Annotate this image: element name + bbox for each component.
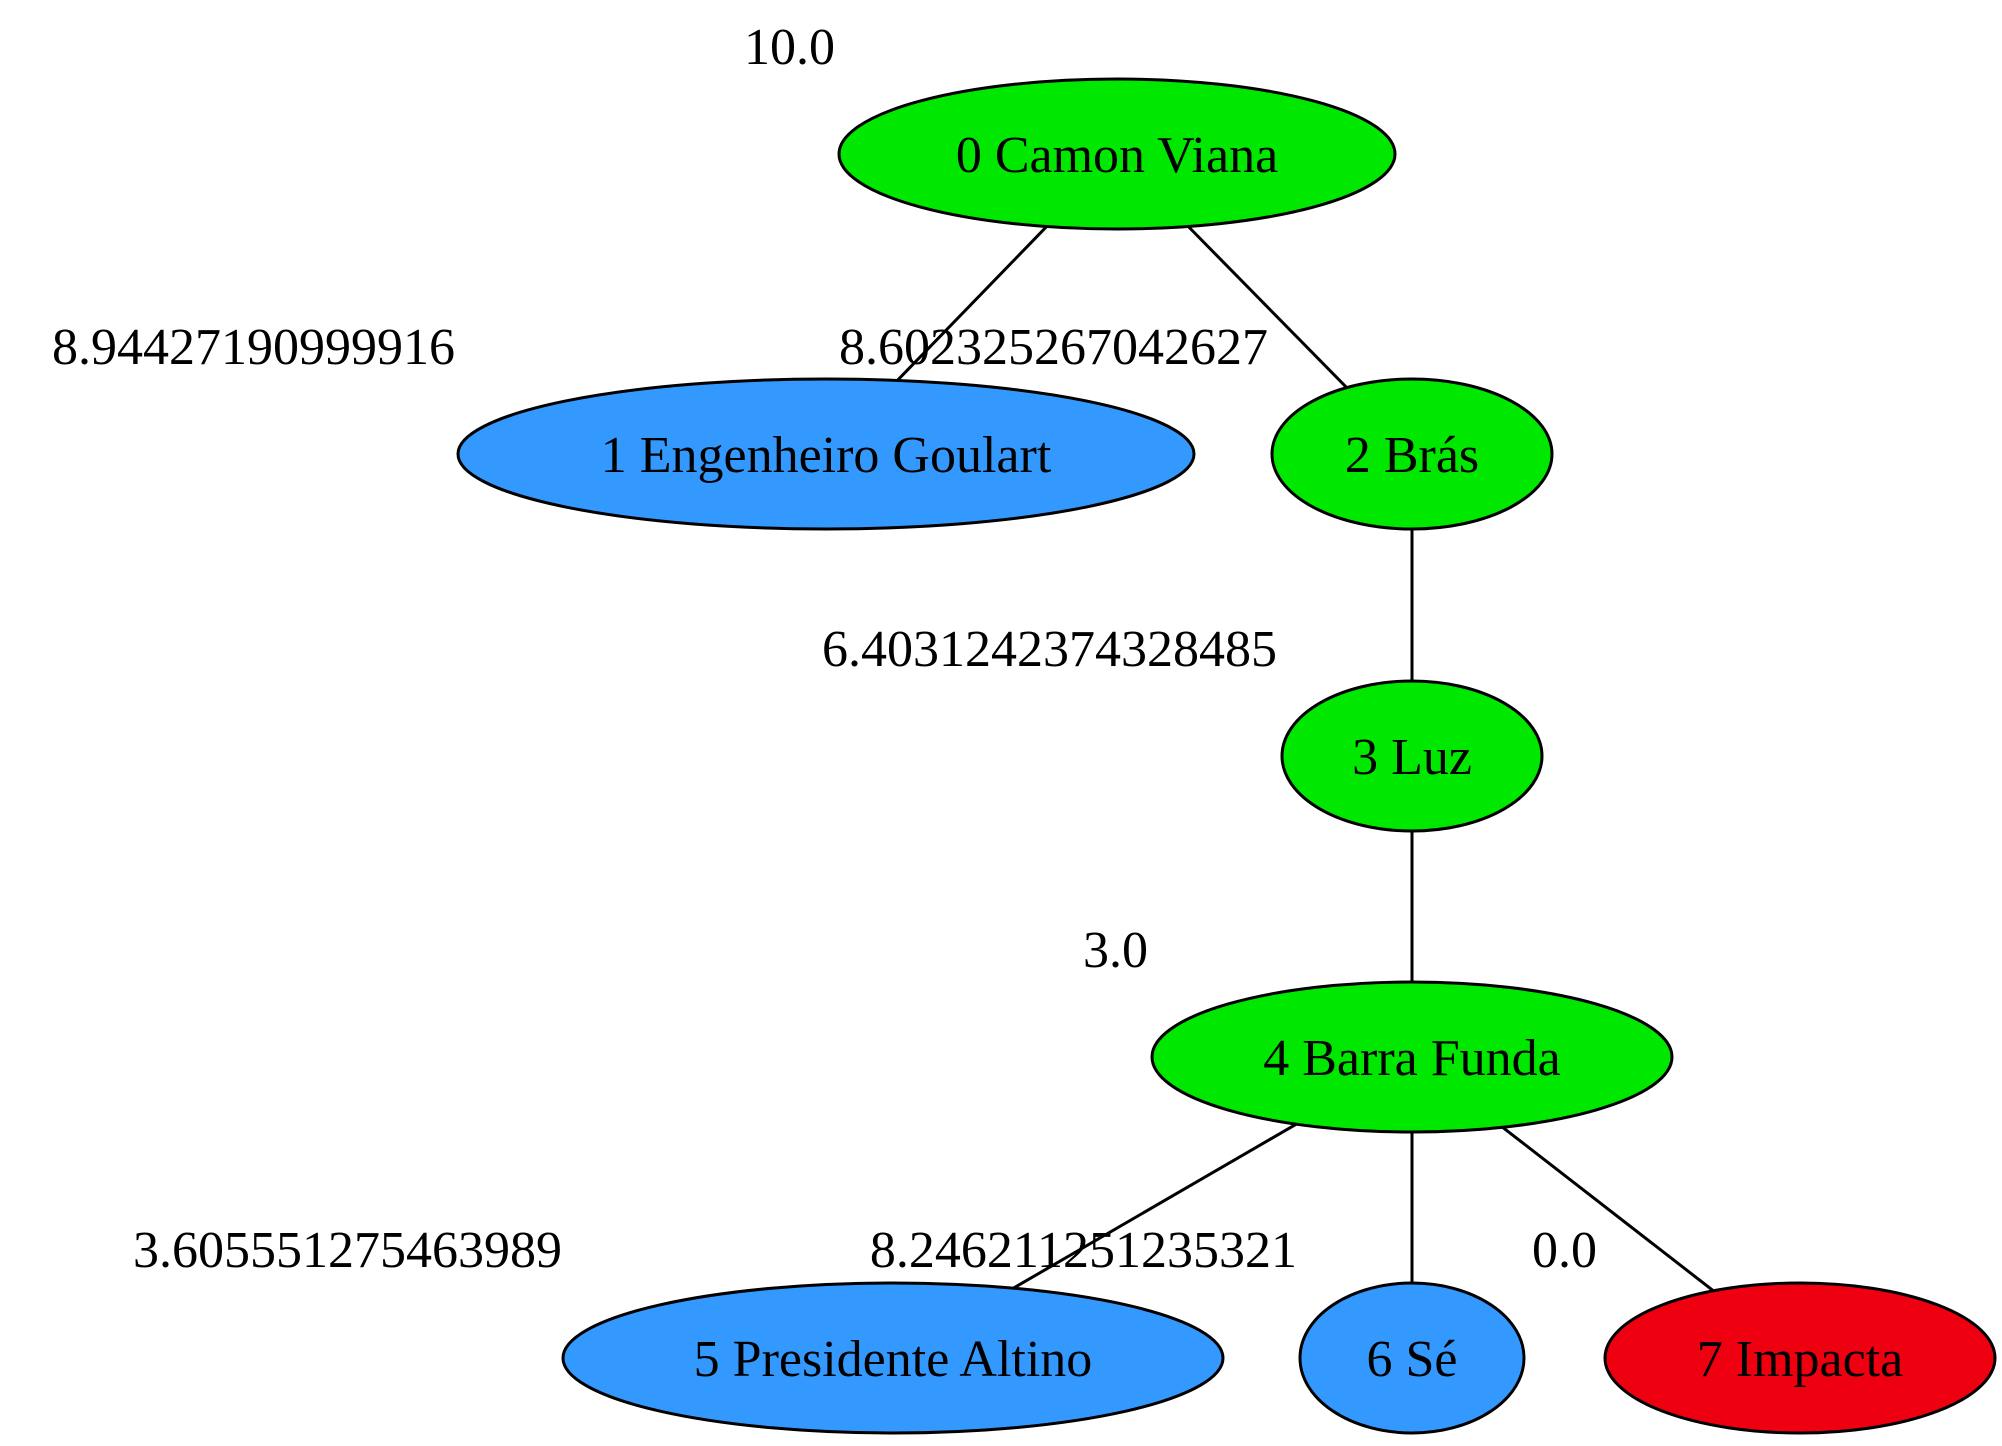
node-0-ellipse: [837, 77, 1397, 231]
node-6-ellipse: [1298, 1281, 1526, 1435]
node-3-ellipse: [1280, 679, 1544, 833]
node-3-heuristic: 6.4031242374328485: [822, 621, 1277, 678]
node-6-heuristic: 8.246211251235321: [870, 1222, 1297, 1279]
edge-0-1: [896, 225, 1048, 382]
node-1-heuristic: 8.94427190999916: [52, 319, 455, 376]
node-4-ellipse: [1150, 980, 1674, 1134]
node-5[interactable]: 5 Presidente Altino: [561, 1281, 1225, 1435]
nodes-layer: 0 Camon Viana 1 Engenheiro Goulart 2 Brás 3…: [456, 77, 1997, 1435]
node-4[interactable]: 4 Barra Funda: [1150, 980, 1674, 1134]
node-0[interactable]: 0 Camon Viana: [837, 77, 1397, 231]
node-1-ellipse: [456, 377, 1196, 531]
node-4-label: 4 Barra Funda: [1263, 1030, 1560, 1087]
node-3-label: 3 Luz: [1352, 729, 1472, 786]
node-4-heuristic: 3.0: [1083, 922, 1148, 979]
node-2[interactable]: 2 Brás: [1270, 377, 1554, 531]
node-5-ellipse: [561, 1281, 1225, 1435]
edges-layer: [896, 225, 1715, 1292]
node-7[interactable]: 7 Impacta: [1603, 1281, 1997, 1435]
edge-4-7: [1501, 1126, 1715, 1292]
node-7-ellipse: [1603, 1281, 1997, 1435]
node-2-label: 2 Brás: [1345, 427, 1479, 484]
heuristic-labels-layer: 10.0 8.94427190999916 8.602325267042627 6.4…: [52, 19, 1597, 1279]
node-0-label: 0 Camon Viana: [956, 127, 1278, 184]
node-7-label: 7 Impacta: [1697, 1331, 1903, 1388]
edge-4-5: [1012, 1122, 1297, 1290]
edge-0-2: [1187, 225, 1348, 389]
node-3[interactable]: 3 Luz: [1280, 679, 1544, 833]
node-7-heuristic: 0.0: [1532, 1222, 1597, 1279]
node-0-heuristic: 10.0: [744, 19, 835, 76]
node-5-heuristic: 3.605551275463989: [133, 1222, 562, 1279]
node-5-label: 5 Presidente Altino: [694, 1331, 1093, 1388]
node-2-heuristic: 8.602325267042627: [839, 319, 1268, 376]
node-1[interactable]: 1 Engenheiro Goulart: [456, 377, 1196, 531]
node-1-label: 1 Engenheiro Goulart: [601, 427, 1052, 484]
node-6[interactable]: 6 Sé: [1298, 1281, 1526, 1435]
node-2-ellipse: [1270, 377, 1554, 531]
node-6-label: 6 Sé: [1367, 1331, 1458, 1388]
